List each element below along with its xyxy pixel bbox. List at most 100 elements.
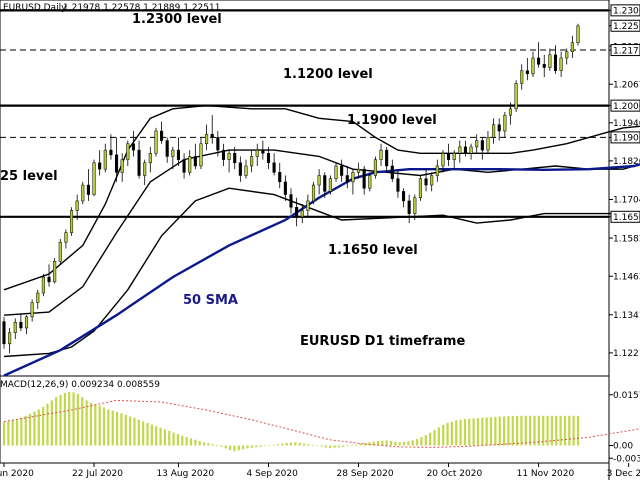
macd-bar bbox=[546, 415, 549, 446]
annotation-1-1900-level: 1.1900 level bbox=[347, 113, 437, 128]
candle-body-bull bbox=[244, 165, 248, 176]
candle bbox=[565, 48, 569, 65]
chart-frame bbox=[0, 0, 610, 480]
candle bbox=[19, 313, 23, 332]
candle-body-bear bbox=[98, 162, 102, 170]
candle-body-bear bbox=[266, 153, 271, 164]
macd-bar bbox=[442, 424, 445, 446]
macd-signal-line bbox=[3, 399, 640, 448]
macd-bar bbox=[250, 445, 253, 448]
candle-body-bear bbox=[137, 149, 141, 176]
price-tick-box bbox=[610, 44, 640, 57]
candle-body-bull bbox=[435, 165, 439, 176]
macd-bar bbox=[416, 439, 419, 446]
candle-body-bull bbox=[36, 292, 40, 303]
macd-bar bbox=[324, 445, 327, 448]
candle bbox=[480, 137, 484, 160]
candle-body-bull bbox=[188, 156, 192, 173]
macd-bar bbox=[559, 415, 562, 446]
price-tick-label: 1.15830 bbox=[613, 234, 640, 244]
candle-body-bull bbox=[334, 165, 338, 179]
macd-bar bbox=[233, 445, 236, 452]
candle bbox=[58, 239, 62, 265]
macd-bar bbox=[372, 441, 375, 446]
candle bbox=[255, 143, 259, 166]
price-tick-label: 1.12215 bbox=[613, 349, 640, 359]
macd-bar bbox=[437, 427, 440, 446]
candle-body-bear bbox=[238, 162, 242, 176]
candle-body-bear bbox=[272, 162, 276, 173]
candle-body-bull bbox=[430, 175, 434, 186]
candle bbox=[75, 194, 79, 220]
macd-bar bbox=[198, 440, 201, 446]
macd-bar bbox=[507, 416, 510, 446]
candle bbox=[340, 159, 344, 182]
candle bbox=[205, 124, 209, 151]
candle-body-bear bbox=[323, 175, 327, 192]
candle bbox=[36, 289, 40, 309]
candle bbox=[143, 159, 147, 186]
candle-body-bear bbox=[424, 178, 428, 186]
candle-body-bull bbox=[486, 137, 490, 151]
candle-body-bear bbox=[295, 207, 299, 218]
macd-bar bbox=[24, 415, 27, 446]
candle bbox=[323, 172, 327, 198]
annotation-1-1650-level: 1.1650 level bbox=[328, 243, 418, 258]
candle-body-bull bbox=[373, 159, 377, 176]
price-tick-box bbox=[610, 19, 640, 32]
candle-body-bull bbox=[92, 162, 96, 195]
date-tick-label: 20 Oct 2020 bbox=[427, 469, 483, 479]
candle-body-bull bbox=[458, 146, 462, 154]
candle bbox=[109, 134, 113, 160]
candle-body-bear bbox=[396, 178, 400, 192]
candle bbox=[233, 146, 237, 170]
candle bbox=[238, 156, 242, 182]
macd-bar bbox=[342, 445, 345, 447]
macd-bar bbox=[50, 400, 53, 446]
candle-body-bear bbox=[2, 321, 6, 345]
date-tick-label: 4 Sep 2020 bbox=[246, 469, 298, 479]
macd-bar bbox=[202, 442, 206, 446]
candle bbox=[81, 181, 85, 205]
candle-body-bear bbox=[193, 156, 197, 167]
candle-body-bull bbox=[24, 316, 29, 329]
macd-bar bbox=[194, 439, 197, 446]
candle bbox=[188, 150, 192, 176]
macd-bar bbox=[63, 392, 66, 446]
candle bbox=[418, 175, 422, 201]
macd-bar bbox=[555, 415, 558, 446]
macd-bar bbox=[355, 444, 358, 446]
annotation-timeframe: EURUSD D1 timeframe bbox=[300, 334, 465, 349]
candle-body-bull bbox=[148, 153, 152, 164]
macd-bar bbox=[268, 445, 271, 447]
candle bbox=[570, 35, 574, 58]
macd-bar bbox=[89, 402, 93, 446]
candle bbox=[227, 150, 231, 173]
macd-bar bbox=[315, 445, 319, 447]
macd-bar bbox=[176, 434, 180, 446]
candle-body-bear bbox=[340, 165, 344, 176]
macd-bar bbox=[294, 442, 297, 446]
candle bbox=[328, 175, 332, 195]
candle-body-bull bbox=[565, 51, 569, 59]
price-tick-label: 1.16500 bbox=[613, 213, 640, 223]
macd-bar bbox=[407, 441, 410, 446]
candle bbox=[413, 194, 417, 220]
candle-body-bear bbox=[401, 191, 406, 202]
candle-body-bull bbox=[75, 200, 79, 211]
macd-bar bbox=[72, 392, 75, 446]
candle-body-bull bbox=[475, 140, 479, 148]
macd-bar bbox=[568, 415, 571, 446]
candle-body-bear bbox=[86, 184, 90, 195]
macd-bar bbox=[159, 427, 162, 446]
macd-bar bbox=[224, 445, 227, 449]
candle-body-bear bbox=[283, 181, 287, 195]
candle bbox=[216, 131, 220, 157]
macd-bar bbox=[402, 441, 406, 446]
candle-body-bear bbox=[176, 149, 181, 160]
macd-bar bbox=[516, 415, 519, 446]
candle bbox=[576, 23, 580, 46]
price-tick-label: 1.17045 bbox=[613, 196, 640, 206]
candle bbox=[244, 159, 248, 179]
candle bbox=[131, 131, 135, 157]
